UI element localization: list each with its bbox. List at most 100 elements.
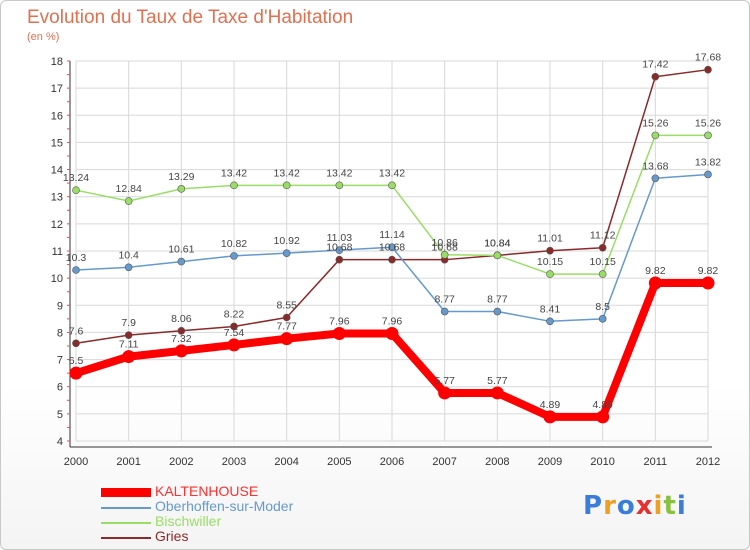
data-point xyxy=(651,174,660,183)
data-point xyxy=(546,270,554,278)
data-label: 10.15 xyxy=(590,256,616,268)
data-label: 8.22 xyxy=(224,308,245,320)
data-label: 11.14 xyxy=(379,229,405,241)
x-tick-label: 2005 xyxy=(327,456,351,468)
logo-letter: x xyxy=(635,491,654,521)
x-tick-label: 2000 xyxy=(64,456,88,468)
data-label: 13.24 xyxy=(63,172,89,184)
data-point xyxy=(388,181,396,190)
data-label: 10.92 xyxy=(274,235,300,247)
data-label: 15.26 xyxy=(695,117,721,129)
data-point xyxy=(122,350,136,364)
data-point xyxy=(280,332,294,346)
data-label: 9.82 xyxy=(698,265,719,277)
x-tick-label: 2012 xyxy=(696,456,720,468)
y-tick-label: 16 xyxy=(51,110,63,122)
data-point xyxy=(596,410,610,424)
data-label: 10.68 xyxy=(432,242,458,254)
data-label: 8.77 xyxy=(434,294,455,306)
x-tick-label: 2002 xyxy=(169,456,193,468)
data-point xyxy=(335,246,344,254)
y-tick-label: 12 xyxy=(51,219,63,231)
data-point xyxy=(546,317,554,326)
data-point xyxy=(701,276,715,290)
chart-subtitle: (en %) xyxy=(27,31,60,43)
data-label: 4.89 xyxy=(540,399,561,411)
data-label: 4.89 xyxy=(592,399,613,411)
data-point xyxy=(493,307,502,316)
data-label: 12.84 xyxy=(116,183,142,195)
data-point xyxy=(174,344,188,358)
data-label: 10.4 xyxy=(118,249,139,261)
x-tick-label: 2003 xyxy=(222,456,246,468)
y-tick-label: 7 xyxy=(57,355,63,367)
data-point xyxy=(69,366,83,380)
data-label: 13.82 xyxy=(695,156,721,168)
data-point xyxy=(543,410,557,424)
data-label: 10.82 xyxy=(221,238,247,250)
y-tick-label: 6 xyxy=(57,382,63,394)
data-label: 5.77 xyxy=(487,375,508,387)
data-point xyxy=(72,186,80,194)
y-tick-label: 10 xyxy=(51,273,63,285)
data-label: 7.6 xyxy=(69,325,84,337)
x-tick-label: 2008 xyxy=(485,456,509,468)
data-label: 7.77 xyxy=(276,321,297,333)
y-tick-label: 13 xyxy=(51,192,63,204)
y-tick-label: 18 xyxy=(51,56,63,68)
legend: KALTENHOUSE Oberhoffen-sur-Moder Bischwill… xyxy=(101,483,401,545)
data-label: 13.42 xyxy=(326,167,352,179)
data-label: 8.55 xyxy=(276,300,297,312)
data-label: 10.84 xyxy=(484,237,510,249)
y-tick-label: 17 xyxy=(51,83,63,95)
data-label: 7.96 xyxy=(382,316,403,328)
data-point xyxy=(440,251,449,259)
data-point xyxy=(438,386,452,400)
data-point xyxy=(332,327,346,341)
data-point xyxy=(388,255,396,264)
data-point xyxy=(651,72,660,81)
data-label: 6.5 xyxy=(69,355,84,367)
data-point xyxy=(651,131,660,140)
data-label: 7.32 xyxy=(171,333,192,345)
data-label: 10.86 xyxy=(432,237,458,249)
data-label: 11.12 xyxy=(590,230,616,242)
line-chart: 4 5 6 7 8 9 10 11 12 13 14 15 16 17 18 2000 2001 2002 2003… xyxy=(51,52,722,468)
data-point xyxy=(704,170,712,179)
legend-label: KALTENHOUSE xyxy=(155,483,259,499)
data-label: 7.96 xyxy=(329,316,350,328)
data-label: 10.61 xyxy=(168,244,194,256)
legend-item: Oberhoffen-sur-Moder xyxy=(101,498,401,515)
data-label: 8.06 xyxy=(171,313,192,325)
data-label: 11.01 xyxy=(537,233,563,245)
data-point xyxy=(230,322,238,331)
data-label: 7.11 xyxy=(119,339,139,351)
x-tick-label: 2010 xyxy=(590,456,614,468)
data-label: 7.54 xyxy=(224,327,245,339)
data-point xyxy=(704,65,712,74)
data-point xyxy=(335,181,344,190)
data-point xyxy=(124,263,133,272)
y-tick-label: 4 xyxy=(57,436,63,448)
data-label: 9.82 xyxy=(645,265,666,277)
logo-letter: P xyxy=(583,491,604,521)
legend-label: Bischwiller xyxy=(155,513,222,529)
data-point xyxy=(440,307,449,316)
data-point xyxy=(124,197,133,205)
x-tick-label: 2006 xyxy=(380,456,404,468)
y-tick-label: 14 xyxy=(51,165,63,177)
data-label: 17.42 xyxy=(642,59,668,71)
data-label: 8.5 xyxy=(595,301,610,313)
y-tick-label: 9 xyxy=(57,300,63,312)
data-label: 13.42 xyxy=(274,167,300,179)
proxiti-logo: Proxiti xyxy=(583,491,687,521)
data-label: 13.42 xyxy=(379,167,405,179)
y-tick-label: 8 xyxy=(57,327,63,339)
data-label: 8.77 xyxy=(487,294,508,306)
x-tick-label: 2009 xyxy=(538,456,562,468)
legend-label: Gries xyxy=(155,528,189,544)
data-label: 15.26 xyxy=(642,117,668,129)
data-point xyxy=(177,257,186,266)
logo-letter: i xyxy=(676,491,687,521)
